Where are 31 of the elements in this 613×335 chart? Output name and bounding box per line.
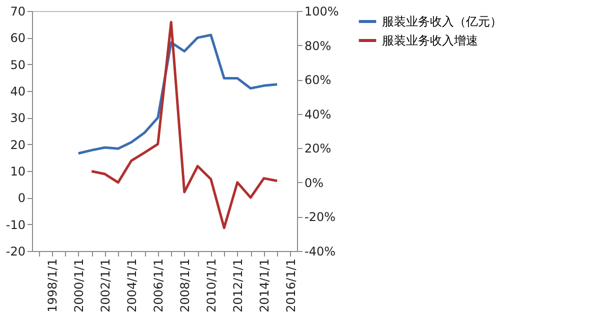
line-series <box>90 20 278 230</box>
y2-tick-label: 0% <box>304 176 324 190</box>
y-tick-label: 50 <box>10 58 26 72</box>
x-tick-label: 2002/1/1 <box>98 258 112 312</box>
x-tick-label: 2008/1/1 <box>178 258 192 312</box>
y2-tick-label: -20% <box>304 210 336 224</box>
legend-label: 服装业务收入（亿元） <box>382 14 502 28</box>
x-tick-label: 2016/1/1 <box>284 258 298 312</box>
y2-tick-label: 40% <box>304 107 332 122</box>
y-tick-label: -10 <box>6 218 26 232</box>
x-tick-label: 2012/1/1 <box>230 258 245 312</box>
y-tick-label: -20 <box>6 244 26 258</box>
x-tick-label: 2010/1/1 <box>204 258 218 312</box>
legend-label: 服装业务收入增速 <box>382 34 478 48</box>
y-tick-label: 0 <box>18 191 26 206</box>
y-tick-label: 10 <box>10 164 26 178</box>
x-tick-label: 2000/1/1 <box>72 258 86 312</box>
y2-tick-label: 100% <box>304 4 339 18</box>
y-tick-label: 20 <box>10 138 26 152</box>
x-tick-label: 1998/1/1 <box>45 258 60 312</box>
y-tick-label: 60 <box>10 31 26 46</box>
y-tick-label: 30 <box>10 111 26 126</box>
y2-tick-label: 60% <box>304 73 332 88</box>
y2-tick-label: 80% <box>304 38 332 53</box>
y2-tick-label: -40% <box>304 244 336 258</box>
y2-tick-label: 20% <box>304 142 332 156</box>
y-tick-label: 70 <box>10 4 26 18</box>
x-tick-label: 2004/1/1 <box>124 258 139 312</box>
x-tick-label: 2014/1/1 <box>257 258 272 312</box>
y-tick-label: 40 <box>10 84 26 98</box>
x-tick-label: 2006/1/1 <box>151 258 166 312</box>
